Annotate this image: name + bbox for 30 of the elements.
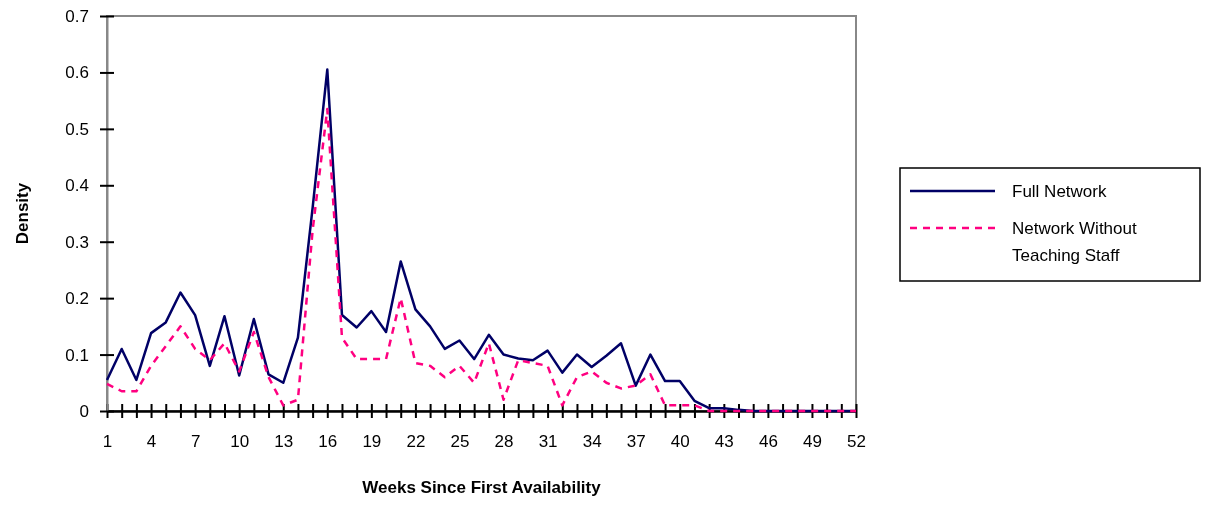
y-tick-label: 0.6 bbox=[65, 63, 89, 83]
x-tick-label: 10 bbox=[230, 431, 250, 451]
y-tick-label: 0.7 bbox=[65, 6, 89, 26]
y-tick-label: 0.4 bbox=[65, 176, 89, 196]
x-tick-label: 28 bbox=[494, 431, 514, 451]
x-tick-label: 37 bbox=[626, 431, 646, 451]
y-tick-label: 0.2 bbox=[65, 289, 89, 309]
x-tick-label: 46 bbox=[758, 431, 778, 451]
x-tick-label: 7 bbox=[190, 431, 201, 451]
x-tick-label: 49 bbox=[802, 431, 822, 451]
x-axis-title: Weeks Since First Availability bbox=[362, 478, 602, 497]
x-tick-label: 16 bbox=[318, 431, 338, 451]
x-tick-label: 13 bbox=[274, 431, 294, 451]
x-tick-label: 34 bbox=[582, 431, 602, 451]
x-tick-label: 25 bbox=[450, 431, 470, 451]
x-tick-label: 4 bbox=[146, 431, 157, 451]
x-tick-label: 1 bbox=[102, 431, 113, 451]
y-tick-label: 0.3 bbox=[65, 232, 89, 252]
x-tick-label: 52 bbox=[847, 431, 866, 451]
legend-label: Network Without Teaching Staff bbox=[1012, 219, 1137, 265]
x-tick-label: 19 bbox=[362, 431, 382, 451]
y-tick-label: 0.1 bbox=[65, 345, 89, 365]
y-tick-label: 0 bbox=[79, 401, 89, 421]
x-tick-label: 43 bbox=[714, 431, 734, 451]
legend-label: Full Network bbox=[1012, 182, 1107, 201]
x-tick-label: 31 bbox=[538, 431, 558, 451]
y-axis-title: Density bbox=[13, 182, 32, 245]
y-tick-label: 0.5 bbox=[65, 119, 89, 139]
x-tick-label: 40 bbox=[670, 431, 690, 451]
x-tick-label: 22 bbox=[406, 431, 426, 451]
